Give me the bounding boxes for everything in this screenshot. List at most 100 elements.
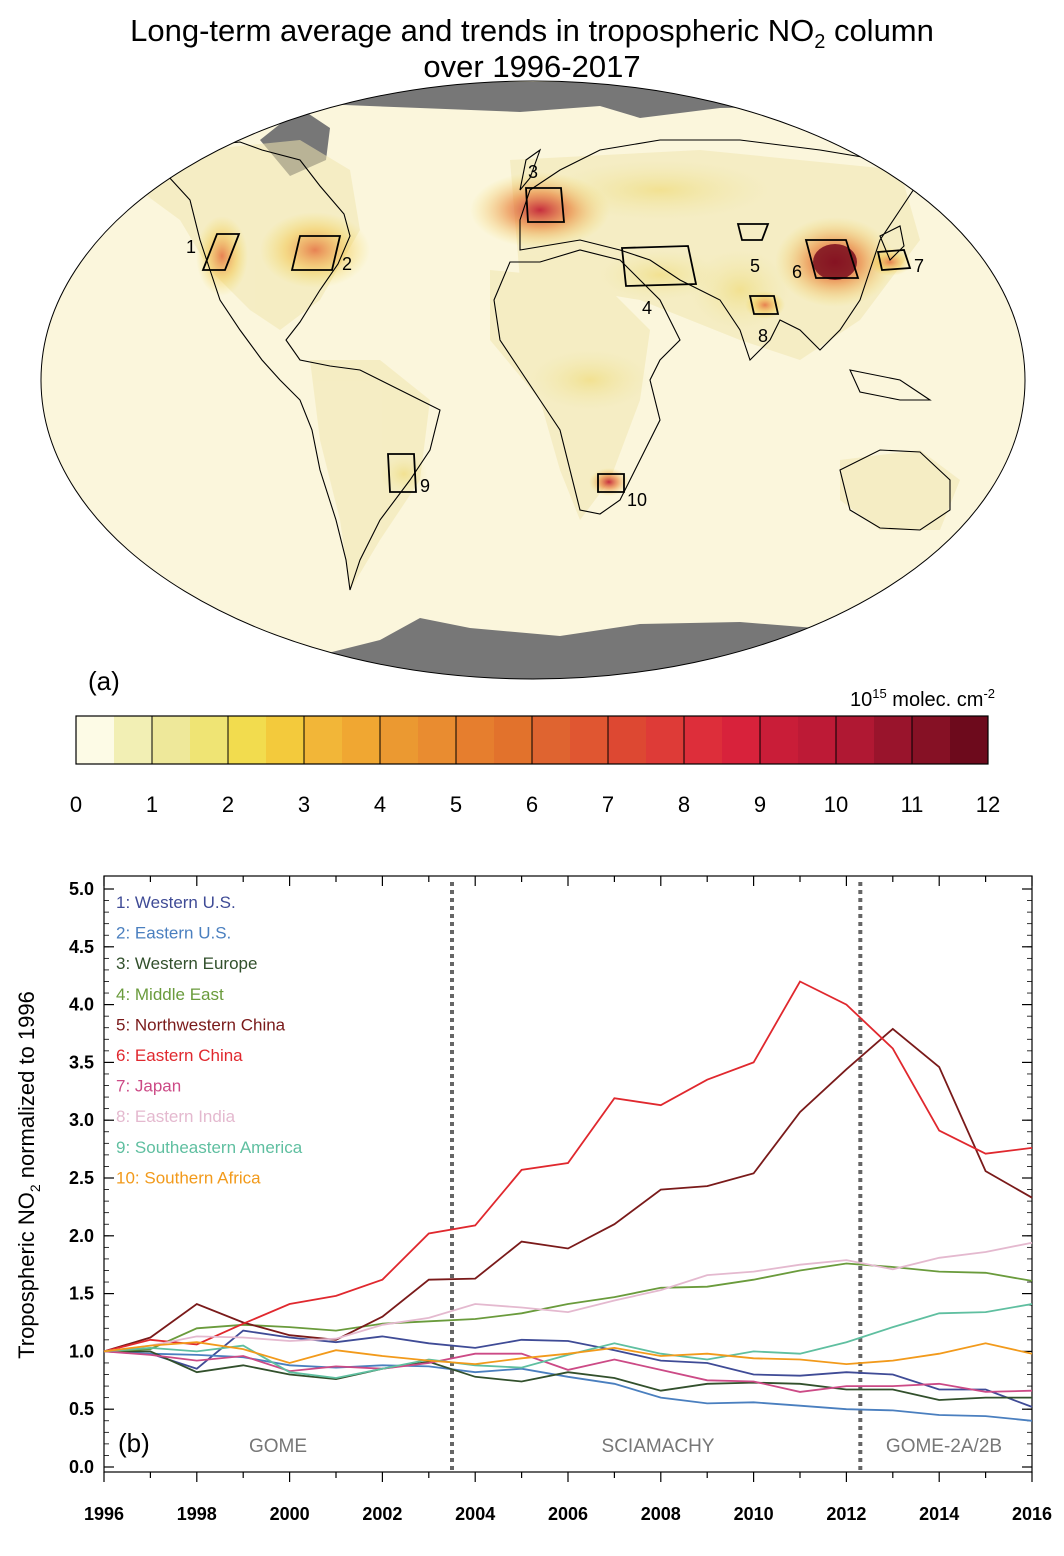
region-box-2 (290, 235, 342, 271)
legend-entry: 8: Eastern India (116, 1107, 236, 1126)
region-labels: 1 2 3 4 5 6 7 8 9 10 (186, 162, 924, 510)
series-line (103, 1241, 1033, 1353)
colorbar-tick-label: 9 (754, 792, 766, 817)
y-tick-label: 5.0 (69, 879, 94, 899)
series-lines (103, 980, 1033, 1422)
colorbar-tick-label: 0 (70, 792, 82, 817)
x-tick-label: 2016 (1012, 1504, 1052, 1524)
region-label-1: 1 (186, 237, 196, 257)
region-box-3 (525, 187, 565, 223)
region-label-3: 3 (528, 162, 538, 182)
colorbar-tick-label: 10 (824, 792, 848, 817)
x-tick-label: 2008 (641, 1504, 681, 1524)
colorbar-tick-label: 2 (222, 792, 234, 817)
colorbar-tick-label: 3 (298, 792, 310, 817)
region-label-9: 9 (420, 476, 430, 496)
series-line (103, 1350, 1033, 1393)
region-box-8 (748, 295, 780, 315)
colorbar-cell (912, 716, 951, 764)
region-box-6 (804, 239, 860, 279)
y-tick-label: 0.5 (69, 1399, 94, 1419)
region-label-4: 4 (642, 298, 652, 318)
region-label-6: 6 (792, 262, 802, 282)
legend-entry: 6: Eastern China (116, 1046, 243, 1065)
colorbar-frame (75, 715, 989, 765)
region-label-5: 5 (750, 256, 760, 276)
y-tick-label: 4.0 (69, 995, 94, 1015)
region-box-1 (201, 233, 241, 271)
colorbar-cell (152, 716, 191, 764)
legend-entry: 7: Japan (116, 1077, 181, 1096)
x-tick-label: 2014 (919, 1504, 959, 1524)
colorbar-cell (874, 716, 913, 764)
instrument-labels: GOME SCIAMACHY GOME-2A/2B (249, 1436, 1002, 1457)
x-tick-label: 2006 (548, 1504, 588, 1524)
y-tick-labels: 0.0 0.5 1.0 1.5 2.0 2.5 3.0 3.5 4.0 4.5 5.0 (69, 879, 94, 1477)
colorbar-cell (684, 716, 723, 764)
figure-title-line-1: Long-term average and trends in troposph… (130, 13, 934, 54)
x-tick-label: 1996 (84, 1504, 124, 1524)
instrument-label: GOME (249, 1436, 307, 1457)
colorbar-cell (760, 716, 799, 764)
instrument-label: SCIAMACHY (602, 1436, 715, 1457)
colorbar: 1015 molec. cm-2 0 1 2 3 4 5 6 7 8 9 10 11 12 (70, 686, 1000, 817)
colorbar-cell (722, 716, 761, 764)
world-map: 1 2 3 4 5 6 7 8 9 10 (a) (40, 80, 1026, 696)
legend-entry: 3: Western Europe (116, 954, 257, 973)
y-axis-label: Tropospheric NO2 normalized to 1996 (14, 991, 43, 1359)
y-tick-label: 4.5 (69, 937, 94, 957)
series-line (103, 1350, 1033, 1422)
region-box-5 (736, 223, 770, 241)
region-label-2: 2 (342, 254, 352, 274)
globe-outline (40, 80, 1026, 680)
colorbar-cell (532, 716, 571, 764)
y-tick-label: 3.5 (69, 1052, 94, 1072)
region-box-7 (876, 249, 912, 271)
y-tick-label: 0.0 (69, 1457, 94, 1477)
panel-label-a: (a) (88, 666, 120, 696)
colorbar-tick-label: 5 (450, 792, 462, 817)
region-boxes (201, 187, 912, 493)
series-line (103, 1027, 1033, 1353)
y-tick-label: 1.0 (69, 1341, 94, 1361)
x-tick-label: 2004 (455, 1504, 495, 1524)
colorbar-tick-labels: 0 1 2 3 4 5 6 7 8 9 10 11 12 (70, 792, 1000, 817)
colorbar-cell (380, 716, 419, 764)
y-tick-label: 3.0 (69, 1110, 94, 1130)
x-tick-label: 2000 (270, 1504, 310, 1524)
legend-entry: 5: Northwestern China (116, 1015, 286, 1034)
y-tick-label: 2.0 (69, 1226, 94, 1246)
region-box-10 (597, 473, 625, 493)
x-tick-label: 1998 (177, 1504, 217, 1524)
legend-entry: 9: Southeastern America (116, 1138, 303, 1157)
colorbar-cell (836, 716, 875, 764)
panel-label-b: (b) (118, 1428, 150, 1458)
colorbar-cell (304, 716, 343, 764)
instrument-label: GOME-2A/2B (886, 1436, 1002, 1457)
colorbar-tick-label: 12 (976, 792, 1000, 817)
colorbar-cell (76, 716, 115, 764)
colorbar-cell (608, 716, 647, 764)
x-tick-label: 2002 (362, 1504, 402, 1524)
colorbar-tick-label: 11 (901, 792, 924, 817)
legend-entry: 10: Southern Africa (116, 1168, 261, 1187)
colorbar-tick-label: 1 (146, 792, 158, 817)
x-tick-labels: 1996 1998 2000 2002 2004 2006 2008 2010 2012 2014… (84, 1504, 1052, 1524)
colorbar-unit: 1015 molec. cm-2 (850, 686, 995, 711)
region-box-9 (387, 453, 417, 493)
region-label-7: 7 (914, 256, 924, 276)
x-tick-label: 2012 (826, 1504, 866, 1524)
colorbar-cell (950, 716, 989, 764)
region-label-10: 10 (627, 490, 647, 510)
series-line (103, 1341, 1033, 1366)
colorbar-cell (798, 716, 837, 764)
axis-ticks (103, 876, 1033, 1482)
colorbar-tick-label: 7 (602, 792, 614, 817)
colorbar-cell (266, 716, 305, 764)
colorbar-cell (342, 716, 381, 764)
y-tick-label: 1.5 (69, 1284, 94, 1304)
legend-entry: 1: Western U.S. (116, 893, 236, 912)
colorbar-tick-label: 4 (374, 792, 386, 817)
colorbar-cell (570, 716, 609, 764)
